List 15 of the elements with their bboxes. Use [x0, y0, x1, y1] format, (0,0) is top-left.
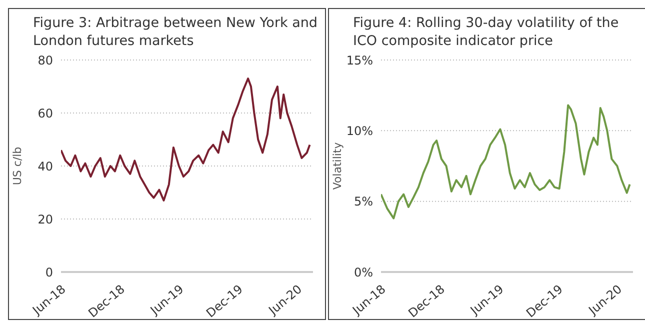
y-tick-label: 10%: [346, 124, 373, 138]
line-series: [61, 78, 311, 202]
y-tick-label: 5%: [354, 194, 373, 209]
chart-title: Figure 4: Rolling 30-day volatility of the ICO composite indicator price: [352, 14, 620, 51]
y-tick-label: 80: [38, 53, 53, 68]
y-tick-label: 20: [38, 212, 53, 226]
y-axis-title: Volatility: [330, 142, 344, 190]
y-tick-label: 0: [45, 265, 53, 280]
chart-title: Figure 3: Arbitrage between New York and London futures markets: [32, 14, 319, 51]
y-axis-title: US c/lb: [10, 146, 24, 186]
y-tick-label: 60: [38, 106, 53, 120]
y-tick-label: 40: [38, 159, 53, 174]
y-tick-label: 15%: [346, 53, 373, 68]
y-tick-label: 0%: [354, 265, 373, 280]
line-series: [381, 104, 631, 220]
